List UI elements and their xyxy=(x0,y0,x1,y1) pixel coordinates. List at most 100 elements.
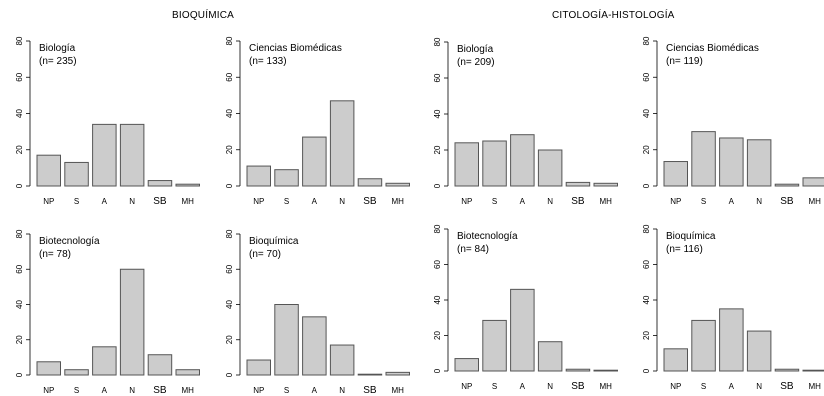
x-tick-label: N xyxy=(129,386,135,395)
y-tick-label: 60 xyxy=(225,72,234,81)
bar-s xyxy=(64,161,89,187)
x-tick-label: NP xyxy=(461,197,472,206)
bar-panel-1: 0 20 40 60 80 NP S A N SB MH Biología (n= 235) xyxy=(15,36,200,207)
panel-n-label: (n= 70) xyxy=(249,249,281,260)
y-tick-label: 80 xyxy=(642,224,651,233)
bar-sb xyxy=(147,180,173,187)
y-tick-label: 80 xyxy=(225,229,234,238)
panel-label: Ciencias Biomédicas xyxy=(666,43,759,54)
y-tick-label: 0 xyxy=(433,183,442,188)
panel-label: Biología xyxy=(457,44,494,55)
bar-s xyxy=(482,140,507,187)
y-tick-label: 20 xyxy=(225,145,234,154)
y-tick-label: 60 xyxy=(15,72,24,81)
bar-s xyxy=(64,369,89,376)
x-tick-label: N xyxy=(547,197,553,206)
x-tick-label: MH xyxy=(182,386,195,395)
x-tick-label: MH xyxy=(182,197,195,206)
bar-panel-8: 0 20 40 60 80 NP S A N SB MH Bioquímica (n= 116) xyxy=(642,224,824,392)
panel-n-label: (n= 84) xyxy=(457,244,489,255)
bar-n xyxy=(329,100,355,187)
x-tick-label: S xyxy=(492,382,497,391)
y-tick-label: 20 xyxy=(642,331,651,340)
bar-s xyxy=(274,169,299,187)
x-tick-label: S xyxy=(284,197,289,206)
section-title-bioquimica: BIOQUÍMICA xyxy=(172,10,235,21)
y-tick-label: 80 xyxy=(15,36,24,45)
bar-n xyxy=(746,139,772,187)
x-tick-label: A xyxy=(102,197,108,206)
panel-label: Ciencias Biomédicas xyxy=(249,43,342,54)
y-tick-label: 0 xyxy=(642,183,651,188)
bar-n xyxy=(329,344,355,376)
bar-mh xyxy=(593,182,618,187)
x-tick-label: S xyxy=(701,382,706,391)
y-tick-label: 80 xyxy=(433,224,442,233)
bar-s xyxy=(482,319,507,372)
x-tick-label: SB xyxy=(571,381,585,392)
y-tick-label: 60 xyxy=(15,264,24,273)
x-tick-label: N xyxy=(339,197,345,206)
panel-n-label: (n= 119) xyxy=(666,56,703,67)
y-tick-label: 60 xyxy=(225,264,234,273)
x-tick-label: MH xyxy=(392,386,405,395)
x-tick-label: S xyxy=(284,386,289,395)
bar-sb xyxy=(357,373,383,376)
y-tick-label: 20 xyxy=(225,335,234,344)
y-tick-label: 40 xyxy=(642,295,651,304)
y-tick-label: 40 xyxy=(225,300,234,309)
bar-panel-4: 0 20 40 60 80 NP S A N SB MH Ciencias Biomédicas (n=… xyxy=(642,36,824,207)
panel-label: Bioquímica xyxy=(666,231,716,242)
y-tick-label: 40 xyxy=(433,295,442,304)
bar-a xyxy=(92,346,117,376)
x-tick-label: NP xyxy=(253,386,264,395)
x-tick-label: NP xyxy=(461,382,472,391)
bar-mh xyxy=(385,182,410,187)
x-tick-label: MH xyxy=(809,197,822,206)
x-tick-label: A xyxy=(729,382,735,391)
y-tick-label: 0 xyxy=(15,183,24,188)
x-tick-label: MH xyxy=(809,382,822,391)
x-tick-label: SB xyxy=(780,381,794,392)
panel-n-label: (n= 78) xyxy=(39,249,71,260)
y-tick-label: 80 xyxy=(15,229,24,238)
x-tick-label: MH xyxy=(600,382,613,391)
x-tick-label: A xyxy=(312,386,318,395)
y-tick-label: 20 xyxy=(433,145,442,154)
bar-n xyxy=(119,123,145,187)
bar-a xyxy=(510,288,535,372)
bar-panel-7: 0 20 40 60 80 NP S A N SB MH Biotecnología (n= 84) xyxy=(433,224,618,392)
y-tick-label: 80 xyxy=(225,36,234,45)
bar-sb xyxy=(565,181,591,187)
bar-sb xyxy=(774,183,800,187)
bar-np xyxy=(246,359,271,376)
x-tick-label: SB xyxy=(571,196,585,207)
bar-s xyxy=(691,319,716,372)
x-tick-label: S xyxy=(74,386,79,395)
bar-n xyxy=(119,268,145,376)
x-tick-label: N xyxy=(129,197,135,206)
bar-np xyxy=(454,142,479,187)
section-title-citologia-histologia: CITOLOGÍA-HISTOLOGÍA xyxy=(552,10,675,21)
panel-label: Biología xyxy=(39,43,76,54)
x-tick-label: S xyxy=(74,197,79,206)
y-tick-label: 0 xyxy=(642,368,651,373)
x-tick-label: S xyxy=(701,197,706,206)
y-tick-label: 60 xyxy=(433,73,442,82)
panel-n-label: (n= 235) xyxy=(39,56,77,67)
x-tick-label: A xyxy=(102,386,108,395)
x-tick-label: SB xyxy=(363,196,377,207)
bar-panel-2: 0 20 40 60 80 NP S A N SB MH Ciencias Biomédicas (n=… xyxy=(225,36,410,207)
y-tick-label: 40 xyxy=(642,109,651,118)
bar-a xyxy=(302,316,327,376)
y-tick-label: 80 xyxy=(433,37,442,46)
y-tick-label: 80 xyxy=(642,36,651,45)
x-tick-label: MH xyxy=(392,197,405,206)
x-tick-label: SB xyxy=(153,196,167,207)
bar-a xyxy=(302,136,327,187)
x-tick-label: N xyxy=(339,386,345,395)
bar-sb xyxy=(357,178,383,187)
x-tick-label: A xyxy=(312,197,318,206)
bar-s xyxy=(691,131,716,187)
